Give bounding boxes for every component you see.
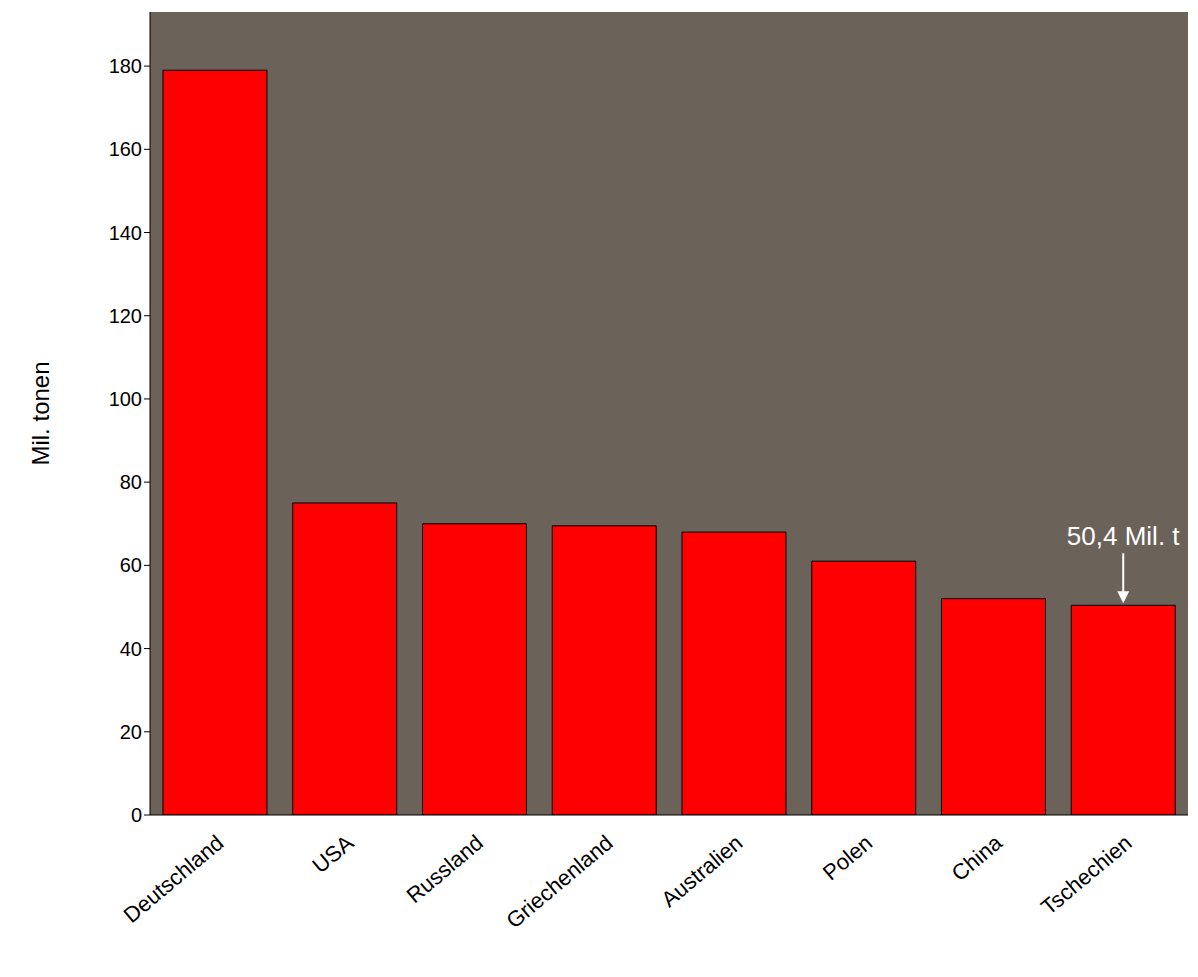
svg-text:180: 180 <box>109 55 142 77</box>
svg-text:Russland: Russland <box>402 830 488 908</box>
svg-text:Deutschland: Deutschland <box>119 830 229 928</box>
svg-text:20: 20 <box>120 721 142 743</box>
svg-text:120: 120 <box>109 305 142 327</box>
svg-text:60: 60 <box>120 554 142 576</box>
svg-text:0: 0 <box>131 804 142 826</box>
svg-text:USA: USA <box>307 830 358 878</box>
svg-text:Griechenland: Griechenland <box>501 830 617 933</box>
svg-text:Tschechien: Tschechien <box>1036 830 1136 920</box>
svg-text:Australien: Australien <box>656 830 747 912</box>
svg-text:50,4 Mil. t: 50,4 Mil. t <box>1067 521 1180 551</box>
svg-text:100: 100 <box>109 388 142 410</box>
svg-text:160: 160 <box>109 138 142 160</box>
svg-text:40: 40 <box>120 638 142 660</box>
svg-text:Polen: Polen <box>818 830 877 885</box>
svg-text:80: 80 <box>120 471 142 493</box>
svg-text:Mil. tonen: Mil. tonen <box>27 361 54 465</box>
svg-text:China: China <box>947 829 1008 886</box>
svg-text:140: 140 <box>109 222 142 244</box>
